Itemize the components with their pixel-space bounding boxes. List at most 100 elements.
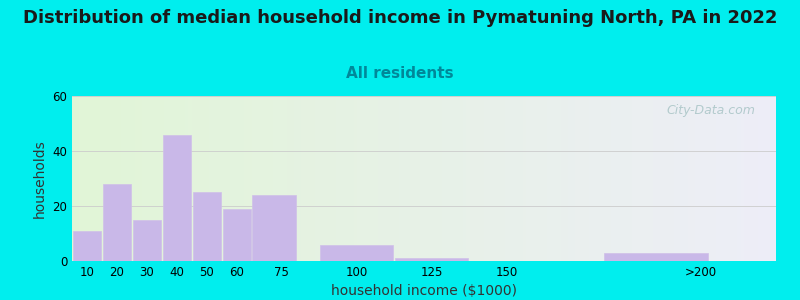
- Bar: [702, 96, 706, 261]
- Bar: [222, 209, 251, 261]
- Bar: [674, 96, 678, 261]
- Bar: [751, 96, 755, 261]
- Bar: [494, 96, 498, 261]
- Bar: [600, 96, 603, 261]
- Bar: [258, 96, 262, 261]
- Bar: [195, 96, 198, 261]
- Bar: [410, 96, 414, 261]
- Bar: [153, 96, 157, 261]
- Bar: [445, 96, 449, 261]
- Bar: [396, 96, 399, 261]
- Bar: [142, 96, 146, 261]
- Bar: [315, 96, 318, 261]
- Bar: [206, 96, 210, 261]
- Bar: [762, 96, 766, 261]
- Bar: [646, 96, 650, 261]
- Bar: [192, 96, 195, 261]
- Bar: [318, 96, 322, 261]
- Bar: [354, 96, 357, 261]
- Bar: [544, 96, 547, 261]
- Bar: [188, 96, 192, 261]
- Bar: [308, 96, 311, 261]
- Bar: [572, 96, 575, 261]
- Bar: [73, 231, 102, 261]
- Bar: [474, 96, 477, 261]
- Bar: [133, 220, 161, 261]
- Bar: [346, 96, 350, 261]
- Bar: [625, 96, 628, 261]
- Bar: [421, 96, 424, 261]
- Bar: [100, 96, 104, 261]
- Bar: [773, 96, 776, 261]
- Bar: [414, 96, 417, 261]
- Bar: [713, 96, 716, 261]
- Bar: [638, 96, 642, 261]
- Bar: [642, 96, 646, 261]
- Bar: [75, 96, 79, 261]
- Bar: [107, 96, 110, 261]
- Bar: [82, 96, 86, 261]
- Bar: [515, 96, 519, 261]
- Bar: [128, 96, 132, 261]
- Bar: [621, 96, 625, 261]
- Bar: [374, 96, 378, 261]
- Bar: [558, 96, 562, 261]
- Bar: [462, 96, 466, 261]
- Bar: [394, 258, 468, 261]
- Bar: [766, 96, 769, 261]
- Bar: [157, 96, 160, 261]
- Bar: [698, 96, 702, 261]
- Bar: [174, 96, 178, 261]
- Bar: [326, 96, 329, 261]
- Bar: [769, 96, 773, 261]
- Bar: [748, 96, 751, 261]
- Bar: [452, 96, 456, 261]
- Bar: [86, 96, 90, 261]
- Bar: [509, 96, 512, 261]
- X-axis label: household income ($1000): household income ($1000): [331, 284, 517, 298]
- Bar: [146, 96, 150, 261]
- Bar: [181, 96, 185, 261]
- Bar: [248, 96, 251, 261]
- Bar: [512, 96, 515, 261]
- Bar: [110, 96, 114, 261]
- Bar: [403, 96, 406, 261]
- Bar: [484, 96, 487, 261]
- Bar: [343, 96, 346, 261]
- Bar: [333, 96, 336, 261]
- Bar: [758, 96, 762, 261]
- Bar: [685, 96, 688, 261]
- Bar: [667, 96, 670, 261]
- Bar: [670, 96, 674, 261]
- Bar: [716, 96, 720, 261]
- Bar: [568, 96, 572, 261]
- Y-axis label: households: households: [33, 139, 46, 218]
- Bar: [424, 96, 427, 261]
- Bar: [540, 96, 544, 261]
- Bar: [456, 96, 459, 261]
- Bar: [163, 96, 167, 261]
- Bar: [706, 96, 709, 261]
- Bar: [213, 96, 216, 261]
- Bar: [339, 96, 343, 261]
- Bar: [238, 96, 241, 261]
- Bar: [723, 96, 726, 261]
- Bar: [336, 96, 339, 261]
- Bar: [245, 96, 248, 261]
- Bar: [280, 96, 283, 261]
- Bar: [160, 96, 163, 261]
- Bar: [392, 96, 396, 261]
- Bar: [135, 96, 139, 261]
- Bar: [139, 96, 142, 261]
- Bar: [628, 96, 632, 261]
- Bar: [170, 96, 174, 261]
- Bar: [491, 96, 494, 261]
- Bar: [691, 96, 695, 261]
- Bar: [290, 96, 294, 261]
- Bar: [266, 96, 269, 261]
- Bar: [301, 96, 304, 261]
- Bar: [216, 96, 220, 261]
- Text: All residents: All residents: [346, 66, 454, 81]
- Bar: [755, 96, 758, 261]
- Bar: [361, 96, 364, 261]
